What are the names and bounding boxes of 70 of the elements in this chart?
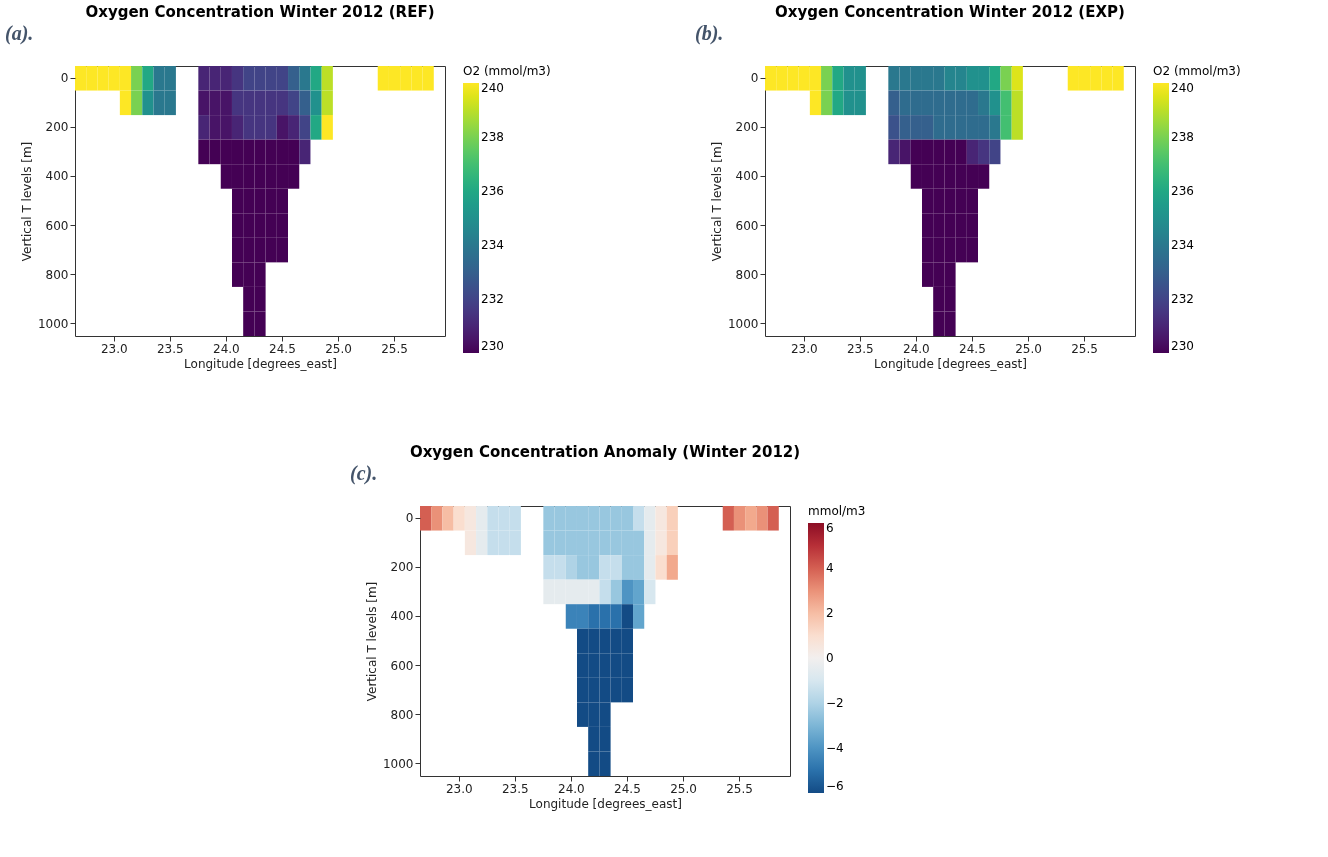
- y-tick-label: 800: [45, 267, 69, 282]
- x-axis-title: Longitude [degrees_east]: [184, 356, 337, 371]
- color-bar-label: 236: [481, 184, 504, 198]
- chart-title: Oxygen Concentration Anomaly (Winter 2012): [409, 443, 801, 461]
- y-tick-label: 200: [735, 120, 759, 135]
- y-axis-title: Vertical T levels [m]: [364, 581, 379, 702]
- color-bar-label: −2: [826, 696, 844, 710]
- color-bar-label: 234: [1171, 238, 1194, 252]
- x-tick-label: 23.5: [501, 781, 529, 796]
- x-tick-label: 23.5: [156, 341, 184, 356]
- text: (c).: [350, 462, 378, 485]
- x-tick-label: 23.5: [846, 341, 874, 356]
- color-bar-title: O2 (mmol/m3): [1153, 64, 1241, 78]
- color-bar-label: 236: [1171, 184, 1194, 198]
- chart-title: Oxygen Concentration Winter 2012 (EXP): [775, 3, 1125, 21]
- x-tick-label: 24.0: [558, 781, 585, 796]
- y-tick-label: 800: [735, 267, 759, 282]
- y-tick-label: 1000: [727, 316, 759, 331]
- text: (b).: [695, 22, 724, 45]
- y-tick-label: 1000: [382, 756, 414, 771]
- y-tick-label: 1000: [37, 316, 69, 331]
- color-bar-label: 2: [826, 606, 834, 620]
- color-bar-label: 0: [826, 651, 834, 665]
- x-tick-label: 23.0: [445, 781, 473, 796]
- y-tick-label: 800: [390, 707, 414, 722]
- y-tick-label: 0: [405, 511, 414, 526]
- y-axis-title: Vertical T levels [m]: [709, 141, 724, 262]
- y-tick-label: 400: [45, 169, 69, 184]
- color-bar-label: 6: [826, 521, 834, 535]
- x-tick-label: 25.0: [670, 781, 697, 796]
- x-tick-label: 23.0: [790, 341, 818, 356]
- x-tick-label: 25.5: [726, 781, 753, 796]
- y-tick-label: 600: [45, 218, 69, 233]
- color-bar-label: 230: [1171, 339, 1194, 353]
- x-tick-label: 25.5: [381, 341, 408, 356]
- color-bar-title: mmol/m3: [808, 504, 866, 518]
- color-bar-label: 240: [481, 81, 504, 95]
- color-bar-label: −4: [826, 741, 844, 755]
- y-tick-label: 0: [60, 71, 69, 86]
- y-tick-label: 600: [735, 218, 759, 233]
- x-tick-label: 24.5: [959, 341, 986, 356]
- x-tick-label: 24.5: [269, 341, 296, 356]
- color-bar-title: O2 (mmol/m3): [463, 64, 551, 78]
- x-tick-label: 24.0: [213, 341, 240, 356]
- color-bar-label: 232: [481, 292, 504, 306]
- y-tick-label: 400: [390, 609, 414, 624]
- x-tick-label: 23.0: [100, 341, 128, 356]
- color-bar-label: 230: [481, 339, 504, 353]
- x-tick-label: 25.5: [1071, 341, 1098, 356]
- text: (a).: [5, 22, 34, 45]
- color-bar-label: 238: [481, 130, 504, 144]
- color-bar-label: 232: [1171, 292, 1194, 306]
- y-tick-label: 600: [390, 658, 414, 673]
- chart-title: Oxygen Concentration Winter 2012 (REF): [85, 3, 435, 21]
- color-bar-label: −6: [826, 779, 844, 793]
- color-bar-label: 4: [826, 561, 834, 575]
- y-axis-title: Vertical T levels [m]: [19, 141, 34, 262]
- y-tick-label: 0: [750, 71, 759, 86]
- y-tick-label: 200: [45, 120, 69, 135]
- x-tick-label: 24.0: [903, 341, 930, 356]
- y-tick-label: 400: [735, 169, 759, 184]
- color-bar-label: 240: [1171, 81, 1194, 95]
- y-tick-label: 200: [390, 560, 414, 575]
- x-axis-title: Longitude [degrees_east]: [874, 356, 1027, 371]
- x-tick-label: 24.5: [614, 781, 641, 796]
- x-axis-title: Longitude [degrees_east]: [529, 796, 682, 811]
- color-bar-label: 238: [1171, 130, 1194, 144]
- x-tick-label: 25.0: [325, 341, 352, 356]
- color-bar-label: 234: [481, 238, 504, 252]
- x-tick-label: 25.0: [1015, 341, 1042, 356]
